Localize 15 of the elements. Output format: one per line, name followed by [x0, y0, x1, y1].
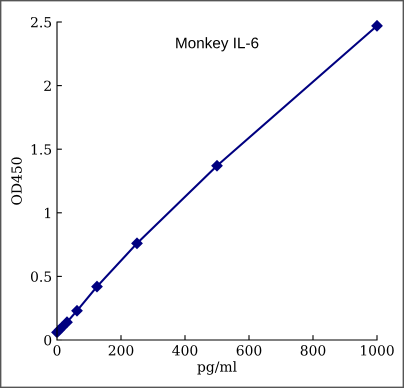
x-axis-title: pg/ml [197, 361, 237, 375]
y-tick-label: 2 [44, 80, 51, 91]
x-tick-label: 1000 [361, 345, 394, 356]
x-tick-label: 0 [53, 345, 60, 356]
x-tick-label: 600 [236, 345, 262, 356]
y-tick-label: 1 [44, 208, 50, 218]
y-tick-label: 2.5 [30, 16, 52, 28]
y-tick-label: 0 [44, 334, 52, 346]
y-tick-label: 1.5 [32, 144, 52, 155]
y-axis-title: OD450 [11, 157, 22, 205]
text: Monkey IL-6 [176, 37, 258, 52]
x-tick-label: 800 [300, 345, 326, 356]
x-tick-label: 400 [172, 345, 198, 356]
y-tick-label: 0.5 [30, 271, 52, 282]
x-tick-label: 200 [108, 345, 134, 356]
